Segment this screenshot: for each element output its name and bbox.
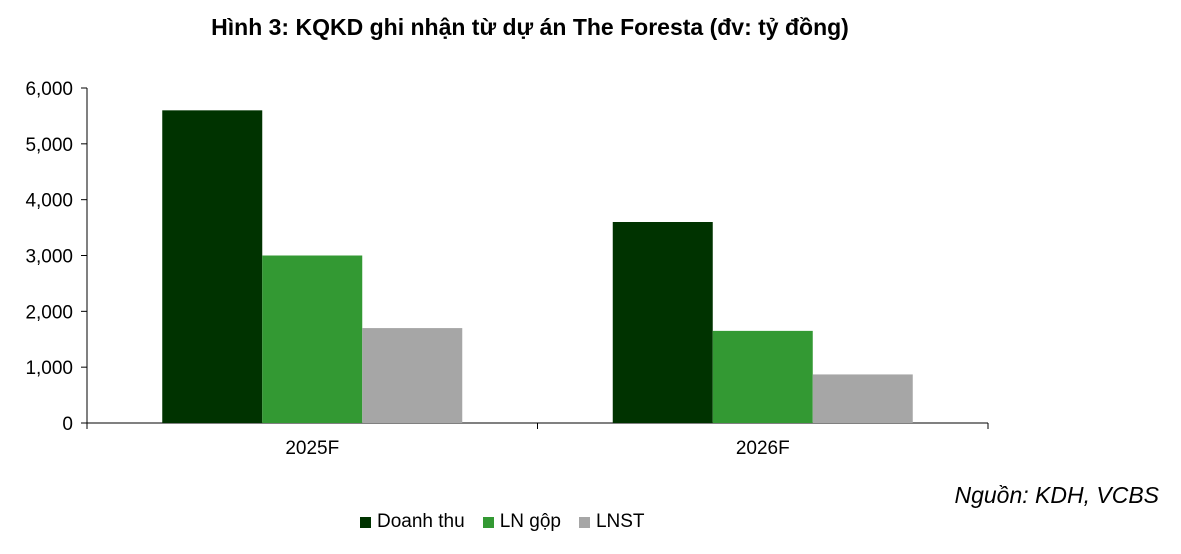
legend-label: Doanh thu xyxy=(377,511,465,532)
y-tick-label: 5,000 xyxy=(25,135,73,156)
source-note: Nguồn: KDH, VCBS xyxy=(954,482,1159,508)
y-tick-label: 0 xyxy=(62,414,73,435)
y-tick-label: 4,000 xyxy=(25,191,73,212)
y-tick-label: 3,000 xyxy=(25,247,73,268)
legend-label: LNST xyxy=(595,511,645,532)
legend-item-ln-gop: LN gộp xyxy=(482,511,561,533)
y-tick-label: 1,000 xyxy=(25,358,73,379)
y-tick-label: 6,000 xyxy=(25,79,73,100)
bar-lnst-2026f xyxy=(812,374,913,423)
chart-title: Hình 3: KQKD ghi nhận từ dự án The Fores… xyxy=(211,14,849,40)
legend-swatch xyxy=(482,516,494,528)
bar-doanh-thu-2026f xyxy=(612,222,713,423)
y-tick-label: 2,000 xyxy=(25,302,73,323)
x-tick-label: 2026F xyxy=(736,438,790,459)
bar-doanh-thu-2025f xyxy=(162,110,263,423)
legend-swatch xyxy=(360,516,371,528)
legend-swatch xyxy=(578,516,590,528)
bar-lnst-2025f xyxy=(362,328,463,423)
bar-ln-gộp-2025f xyxy=(262,255,363,423)
bar-ln-gộp-2026f xyxy=(712,330,813,423)
legend-label: LN gộp xyxy=(499,511,561,532)
legend-item-lnst: LNST xyxy=(578,511,645,533)
x-tick-label: 2025F xyxy=(285,438,339,459)
legend-item-doanh-thu: Doanh thu xyxy=(360,511,465,533)
legend: Doanh thu LN gộp LNST xyxy=(360,511,645,533)
